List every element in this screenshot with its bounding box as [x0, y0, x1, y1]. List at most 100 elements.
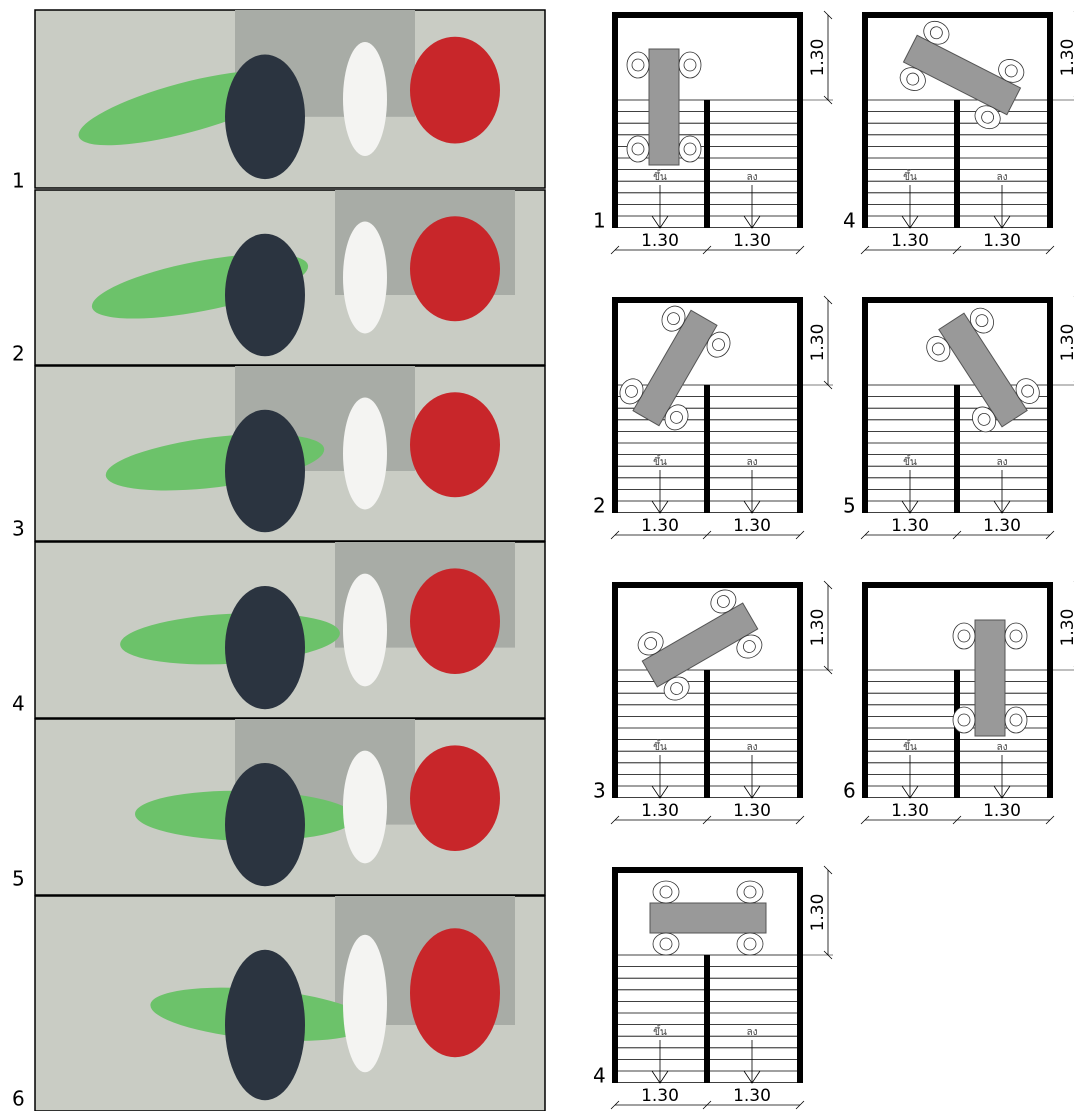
depth-dimension: 1.30 [808, 324, 828, 362]
direction-label: ลง [746, 1027, 757, 1038]
photo [35, 190, 545, 365]
diagram-label: 2 [593, 494, 606, 518]
direction-label: ลง [996, 457, 1007, 468]
photo-label: 3 [12, 517, 25, 541]
bearer [953, 623, 975, 649]
width-dimension: 1.30 [891, 516, 929, 536]
stair-plan: ขึ้น ลง 1.30 1.30 1.30 4 [593, 866, 833, 1109]
photo-label: 6 [12, 1087, 25, 1111]
stretcher-group [894, 16, 1031, 135]
rescuer [225, 410, 305, 533]
direction-label: ขึ้น [653, 739, 667, 753]
rescuer [410, 928, 500, 1057]
stair-plan: ขึ้น ลง 1.30 1.30 1.30 2 [593, 296, 833, 539]
stretcher-group [627, 49, 701, 165]
direction-label: ขึ้น [903, 454, 917, 468]
rescuer [225, 763, 305, 886]
rescuer [225, 950, 305, 1101]
diagram-label: 6 [843, 779, 856, 803]
direction-label: ขึ้น [653, 1024, 667, 1038]
direction-label: ลง [996, 742, 1007, 753]
rescuer [410, 745, 500, 851]
direction-label: ลง [746, 742, 757, 753]
diagram-label: 4 [593, 1064, 606, 1088]
diagram-label: 5 [843, 494, 856, 518]
rescuer [343, 42, 387, 156]
bearer [1005, 707, 1027, 733]
bearer [737, 933, 763, 955]
width-dimension: 1.30 [891, 801, 929, 821]
rescuer [343, 398, 387, 510]
width-dimension: 1.30 [983, 801, 1021, 821]
rescuer [410, 37, 500, 144]
depth-dimension: 1.30 [1058, 324, 1074, 362]
width-dimension: 1.30 [983, 516, 1021, 536]
direction-label: ลง [746, 457, 757, 468]
bearer [627, 52, 649, 78]
photo [35, 896, 545, 1111]
width-dimension: 1.30 [641, 801, 679, 821]
width-dimension: 1.30 [641, 231, 679, 251]
depth-dimension: 1.30 [808, 894, 828, 932]
rescuer [343, 751, 387, 864]
depth-dimension: 1.30 [808, 39, 828, 77]
width-dimension: 1.30 [641, 1086, 679, 1106]
stretcher-group [631, 584, 768, 706]
width-dimension: 1.30 [983, 231, 1021, 251]
depth-dimension: 1.30 [808, 609, 828, 647]
width-dimension: 1.30 [733, 801, 771, 821]
bearer [679, 136, 701, 162]
width-dimension: 1.30 [733, 516, 771, 536]
stretcher-group [650, 881, 766, 955]
photo-label: 1 [12, 169, 25, 193]
direction-label: ลง [746, 172, 757, 183]
bearer [1005, 623, 1027, 649]
stair-plan: ขึ้น ลง 1.30 1.30 1.30 1 [593, 11, 833, 254]
width-dimension: 1.30 [733, 231, 771, 251]
rescuer [225, 234, 305, 357]
stretcher [975, 620, 1005, 736]
photo-label: 2 [12, 342, 25, 366]
diagram-label: 1 [593, 209, 606, 233]
depth-dimension: 1.30 [1058, 609, 1074, 647]
bearer [653, 933, 679, 955]
stair-plan: ขึ้น ลง 1.30 1.30 1.30 6 [843, 581, 1074, 824]
direction-label: ลง [996, 172, 1007, 183]
bearer [653, 881, 679, 903]
photo-label: 5 [12, 867, 25, 891]
width-dimension: 1.30 [733, 1086, 771, 1106]
photo [35, 366, 545, 541]
rescuer [410, 568, 500, 674]
diagram-label: 3 [593, 779, 606, 803]
stair-plan: ขึ้น ลง 1.30 1.30 1.30 3 [593, 581, 833, 824]
direction-label: ขึ้น [903, 169, 917, 183]
photo [35, 10, 545, 188]
bearer [679, 52, 701, 78]
stair-plan: ขึ้น ลง 1.30 1.30 1.30 5 [843, 296, 1074, 539]
stretcher [649, 49, 679, 165]
direction-label: ขึ้น [653, 169, 667, 183]
photo [35, 719, 545, 895]
photo [35, 542, 545, 718]
stretcher-group [953, 620, 1027, 736]
bearer [737, 881, 763, 903]
figure: 123456ขึ้นลง1.301.301.301ขึ้นลง1.301.301… [0, 0, 1074, 1111]
stretcher-group [920, 301, 1045, 439]
direction-label: ขึ้น [903, 739, 917, 753]
rescuer [343, 935, 387, 1073]
depth-dimension: 1.30 [1058, 39, 1074, 77]
rescuer [410, 216, 500, 321]
direction-label: ขึ้น [653, 454, 667, 468]
bearer [627, 136, 649, 162]
diagram-label: 4 [843, 209, 856, 233]
stretcher [650, 903, 766, 933]
stretcher-group [614, 299, 736, 436]
rescuer [225, 55, 305, 180]
bearer [953, 707, 975, 733]
rescuer [343, 222, 387, 334]
width-dimension: 1.30 [641, 516, 679, 536]
rescuer [343, 574, 387, 687]
rescuer [410, 392, 500, 497]
rescuer [225, 586, 305, 709]
photo-label: 4 [12, 692, 25, 716]
